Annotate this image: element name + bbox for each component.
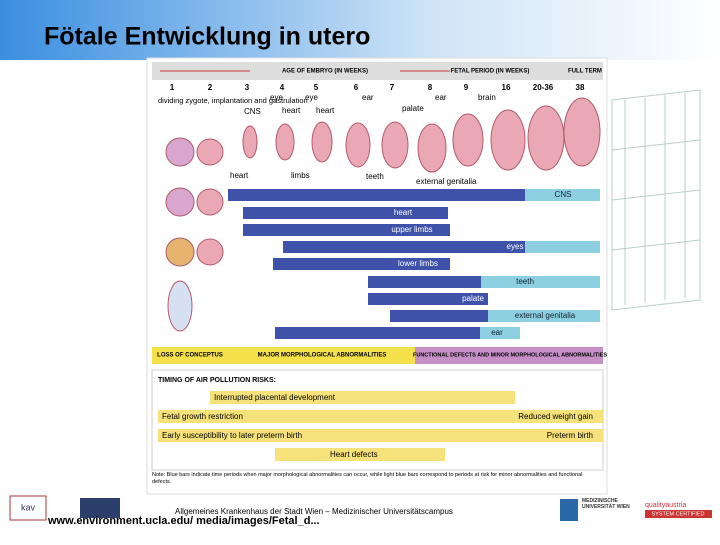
period-label: MAJOR MORPHOLOGICAL ABNORMALITIES [258, 353, 387, 359]
period-band [152, 347, 415, 364]
stage-label: brain [478, 93, 496, 102]
risk-bar [158, 410, 603, 423]
certified: SYSTEM CERTIFIED [651, 511, 704, 517]
bar-label: palate [462, 294, 484, 303]
week: 7 [390, 83, 395, 92]
title-band [0, 0, 720, 60]
akh-logo [80, 498, 120, 518]
fetal-period: FETAL PERIOD (IN WEEKS) [451, 69, 530, 75]
bar [273, 258, 450, 270]
week: 16 [502, 83, 511, 92]
week: 4 [280, 83, 285, 92]
risk-bar [210, 391, 515, 404]
stage-label: CNS [244, 107, 261, 116]
bar-label: external genitalia [515, 311, 576, 320]
risk-label: Heart defects [330, 450, 378, 459]
period-label: FUNCTIONAL DEFECTS AND MINOR MORPHOLOGIC… [413, 352, 607, 358]
embryos [165, 97, 601, 332]
bar-light [525, 189, 600, 201]
cert-bg [645, 510, 712, 518]
risk-label: Preterm birth [547, 431, 593, 440]
week: 3 [245, 83, 250, 92]
bar-light [525, 241, 600, 253]
bar [243, 207, 448, 219]
weeks: 1 2 3 4 5 6 7 8 9 16 20-36 38 [170, 83, 585, 92]
week: 9 [464, 83, 469, 92]
week: 20-36 [533, 83, 554, 92]
bar-light [481, 276, 600, 288]
bar [368, 293, 488, 305]
bar-label: upper limbs [391, 225, 432, 234]
note: Note: Blue bars indicate time periods wh… [152, 472, 583, 485]
stage-label: ear [362, 93, 374, 102]
bar-label: ear [491, 328, 503, 337]
quality: qualityaustria [645, 502, 686, 509]
bar-label: lower limbs [398, 259, 438, 268]
stage-label: heart [282, 106, 301, 115]
meduni: MEDIZINISCHE UNIVERSITÄT WIEN [582, 498, 630, 510]
kav: kav [21, 502, 36, 512]
stage-labels: dividing zygote, implantation and gastru… [158, 93, 496, 186]
stage-label: dividing zygote, implantation and gastru… [158, 96, 308, 105]
week: 38 [576, 83, 585, 92]
bar-light [488, 310, 600, 322]
period-band [415, 347, 603, 364]
risk-label: Reduced weight gain [518, 412, 593, 421]
stage-label: external genitalia [416, 177, 477, 186]
bar [228, 189, 525, 201]
stage-label: teeth [366, 172, 384, 181]
bar-label: teeth [516, 277, 534, 286]
stage-label: palate [402, 104, 424, 113]
week: 1 [170, 83, 175, 92]
risk-bar [275, 448, 445, 461]
risks-title: TIMING OF AIR POLLUTION RISKS: [158, 377, 276, 384]
meduni-box: MEDIZINISCHE UNIVERSITÄT WIEN [582, 498, 630, 510]
kav-logo [9, 495, 47, 521]
week: 6 [354, 83, 359, 92]
stage-label: limbs [291, 171, 310, 180]
stage-label: heart [230, 171, 249, 180]
bar [275, 327, 480, 339]
week: 5 [314, 83, 319, 92]
stage-label: eye [270, 93, 283, 102]
week: 2 [208, 83, 213, 92]
bar [390, 310, 488, 322]
bar [368, 276, 481, 288]
note-box: Note: Blue bars indicate time periods wh… [152, 472, 583, 485]
bars: CNS heart upper limbs eyes lower limbs t… [228, 189, 600, 339]
stage-label: eye [305, 93, 318, 102]
full-term: FULL TERM [568, 69, 602, 75]
bar-light [480, 327, 520, 339]
risk-label: Early susceptibility to later preterm bi… [162, 431, 302, 440]
bar-label: heart [394, 208, 413, 217]
embryo-period: AGE OF EMBRYO (IN WEEKS) [282, 69, 368, 75]
period-label: LOSS OF CONCEPTUS [157, 353, 223, 359]
stage-label: heart [316, 106, 335, 115]
source: www.environment.ucla.edu/ media/images/F… [47, 515, 320, 527]
week: 8 [428, 83, 433, 92]
bar [243, 224, 450, 236]
risk-label: Fetal growth restriction [162, 412, 243, 421]
label-bg [250, 65, 400, 77]
bar [283, 241, 525, 253]
stage-label: ear [435, 93, 447, 102]
title: Fötale Entwicklung in utero [44, 23, 370, 51]
meduni-logo [560, 499, 578, 521]
risk-label: Interrupted placental development [214, 393, 336, 402]
bar-label: eyes [507, 242, 524, 251]
decor [611, 89, 701, 311]
bar-label: CNS [555, 190, 572, 199]
hospital: Allgemeines Krankenhaus der Stadt Wien –… [175, 507, 453, 516]
risk-bar [158, 429, 603, 442]
